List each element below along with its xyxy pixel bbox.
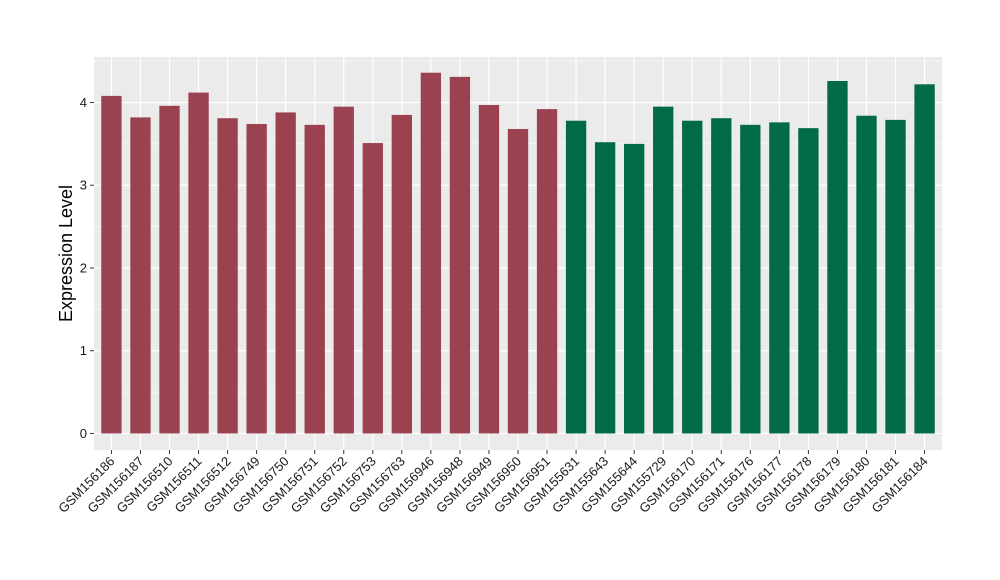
y-tick-label: 4 (80, 95, 87, 110)
bar (217, 118, 238, 434)
bar (391, 114, 412, 434)
y-axis: 0 1 2 3 4 (80, 95, 94, 441)
bar (885, 119, 906, 434)
bar (449, 76, 471, 434)
bar (914, 84, 935, 434)
bar (333, 106, 354, 434)
bar (827, 80, 848, 434)
bar (682, 120, 703, 434)
bar (624, 143, 645, 434)
y-tick-label: 0 (80, 426, 87, 441)
bar (275, 112, 296, 434)
bar (740, 124, 761, 434)
bar (304, 124, 325, 434)
bar (565, 120, 587, 434)
y-tick-label: 1 (80, 343, 87, 358)
bar (653, 106, 674, 434)
y-tick-label: 2 (80, 260, 87, 275)
bar (536, 109, 558, 434)
bar (362, 143, 383, 434)
bar (769, 122, 790, 434)
bar (856, 115, 877, 434)
bar (420, 72, 442, 434)
bar (478, 104, 500, 434)
bar (159, 105, 180, 434)
bars (101, 72, 935, 434)
bar (798, 128, 819, 434)
bar (594, 142, 616, 434)
bar (246, 124, 267, 434)
bar (130, 117, 151, 434)
bar (507, 128, 529, 434)
x-axis: GSM156186GSM156187GSM156510GSM156511GSM1… (55, 450, 931, 516)
bar (101, 95, 122, 434)
y-axis-title: Expression Level (56, 185, 76, 322)
y-tick-label: 3 (80, 178, 87, 193)
bar (711, 118, 732, 434)
bar (188, 92, 209, 434)
